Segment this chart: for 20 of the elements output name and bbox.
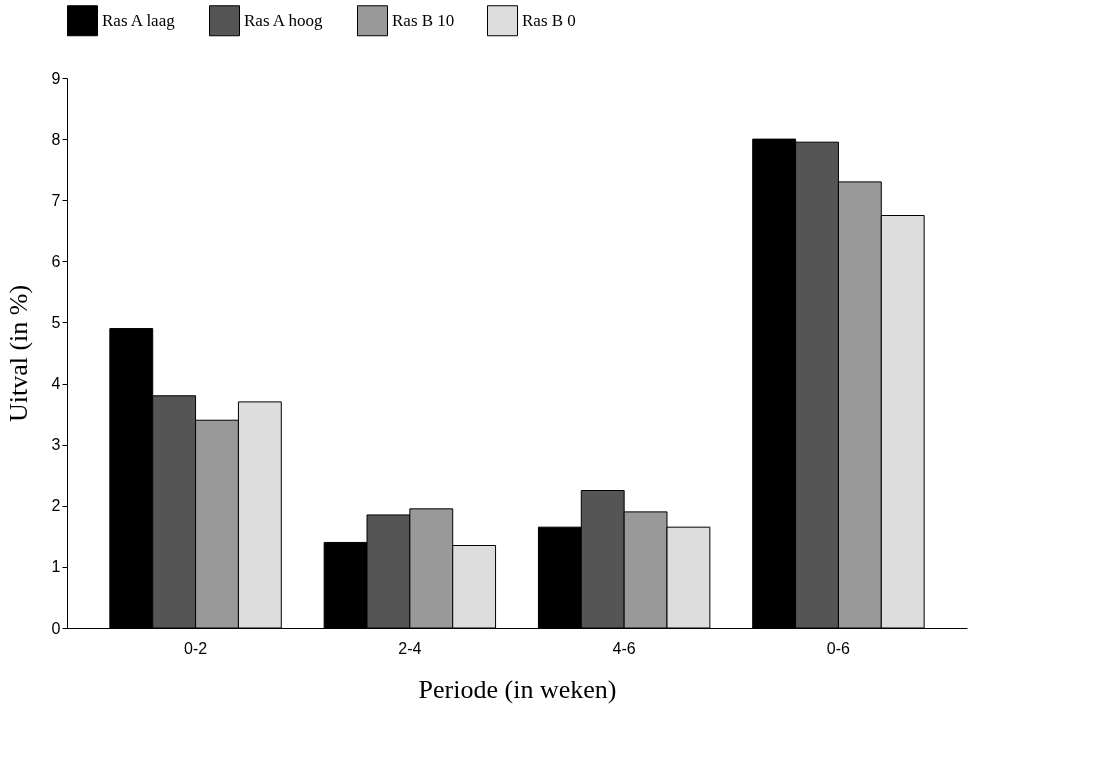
legend-label: Ras B 0 — [522, 10, 576, 30]
y-tick-label: 2 — [51, 497, 61, 515]
x-tick-label: 2-4 — [398, 639, 422, 657]
legend-label: Ras A hoog — [244, 10, 323, 30]
x-tick-label: 0-2 — [184, 639, 208, 657]
x-tick-label: 0-6 — [826, 639, 851, 657]
y-tick-label: 8 — [51, 130, 61, 148]
x-axis-title: Periode (in weken) — [418, 674, 617, 704]
y-tick-label: 9 — [51, 69, 61, 87]
y-tick-label: 0 — [51, 619, 61, 637]
y-tick-label: 1 — [51, 558, 61, 576]
y-tick-label: 3 — [51, 436, 61, 454]
x-tick-label: 4-6 — [612, 639, 636, 657]
y-tick-label: 5 — [51, 313, 61, 331]
legend-label: Ras A laag — [102, 10, 176, 30]
y-tick-label: 4 — [51, 375, 61, 393]
legend-label: Ras B 10 — [392, 10, 455, 30]
y-axis-title: Uitval (in %) — [3, 284, 33, 423]
y-tick-label: 6 — [51, 252, 61, 270]
y-tick-label: 7 — [51, 191, 61, 209]
